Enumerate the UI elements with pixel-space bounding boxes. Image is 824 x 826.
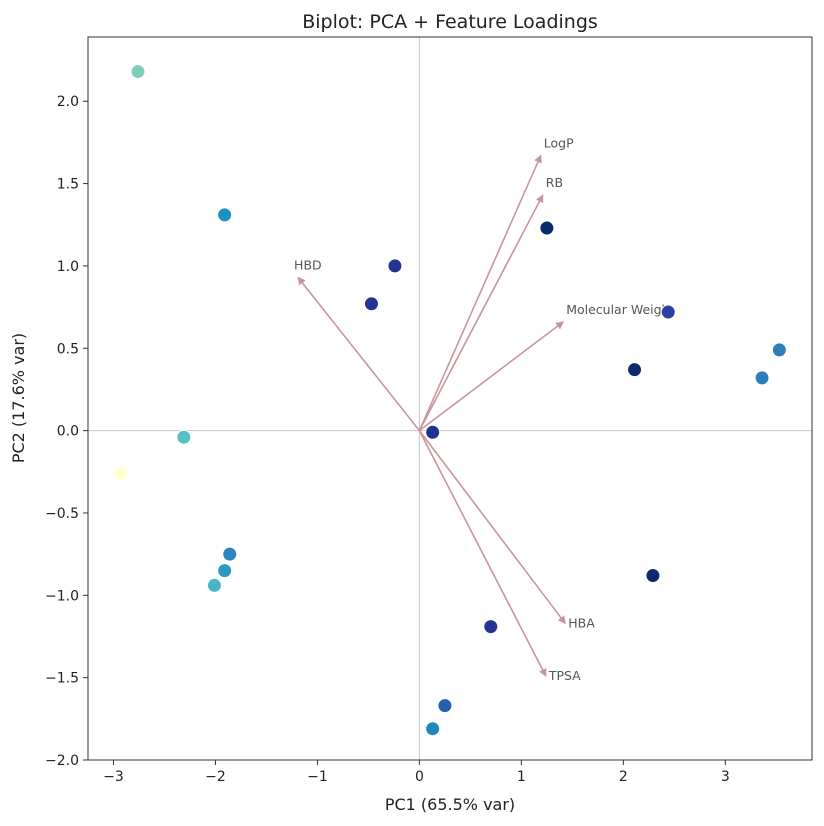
loading-arrow-logp [418,154,542,431]
x-tick-label: −2 [205,769,226,785]
loading-label: LogP [544,136,574,151]
data-point [217,207,233,223]
loading-arrow-molecular-weight [418,321,564,432]
data-point [483,619,499,635]
data-point [176,429,192,445]
y-tick-label: −1.5 [45,671,79,687]
loading-label: TPSA [548,668,581,683]
y-tick-label: −2.0 [45,753,79,769]
loading-arrow-hbd [297,276,421,432]
x-tick-label: 0 [415,769,424,785]
data-point [222,546,238,562]
data-point [425,721,441,737]
data-point [217,563,233,579]
y-tick-label: 0.0 [57,424,79,440]
data-point [113,465,129,481]
y-tick-label: −0.5 [45,506,79,522]
loading-label: RB [546,175,563,190]
loading-label: Molecular Weight [566,302,674,317]
x-tick-label: 2 [619,769,628,785]
data-point [387,258,403,274]
loading-label: HBA [568,615,595,630]
y-tick-label: 2.0 [57,94,79,110]
data-point [660,304,676,320]
loading-arrow-tpsa [418,430,547,677]
data-point [754,370,770,386]
loading-label: HBD [294,257,322,272]
loading-arrow-hba [418,430,566,625]
x-tick-label: −3 [103,769,124,785]
plot-frame [87,36,813,761]
y-tick-label: 1.0 [57,259,79,275]
y-tick-label: −1.0 [45,588,79,604]
chart-title: Biplot: PCA + Feature Loadings [302,11,598,33]
data-point [539,220,555,236]
x-tick-label: 3 [721,769,730,785]
x-axis-label: PC1 (65.5% var) [385,795,515,814]
x-tick-label: 1 [517,769,526,785]
data-point [206,577,222,593]
data-point [627,362,643,378]
y-tick-label: 0.5 [57,341,79,357]
data-point [425,424,441,440]
loading-arrow-rb [418,194,544,431]
y-axis-label: PC2 (17.6% var) [9,333,28,463]
data-point [363,296,379,312]
data-point [437,698,453,714]
data-point [130,64,146,80]
data-point [645,568,661,584]
x-tick-label: −1 [307,769,328,785]
data-point [771,342,787,358]
y-tick-label: 1.5 [57,177,79,193]
